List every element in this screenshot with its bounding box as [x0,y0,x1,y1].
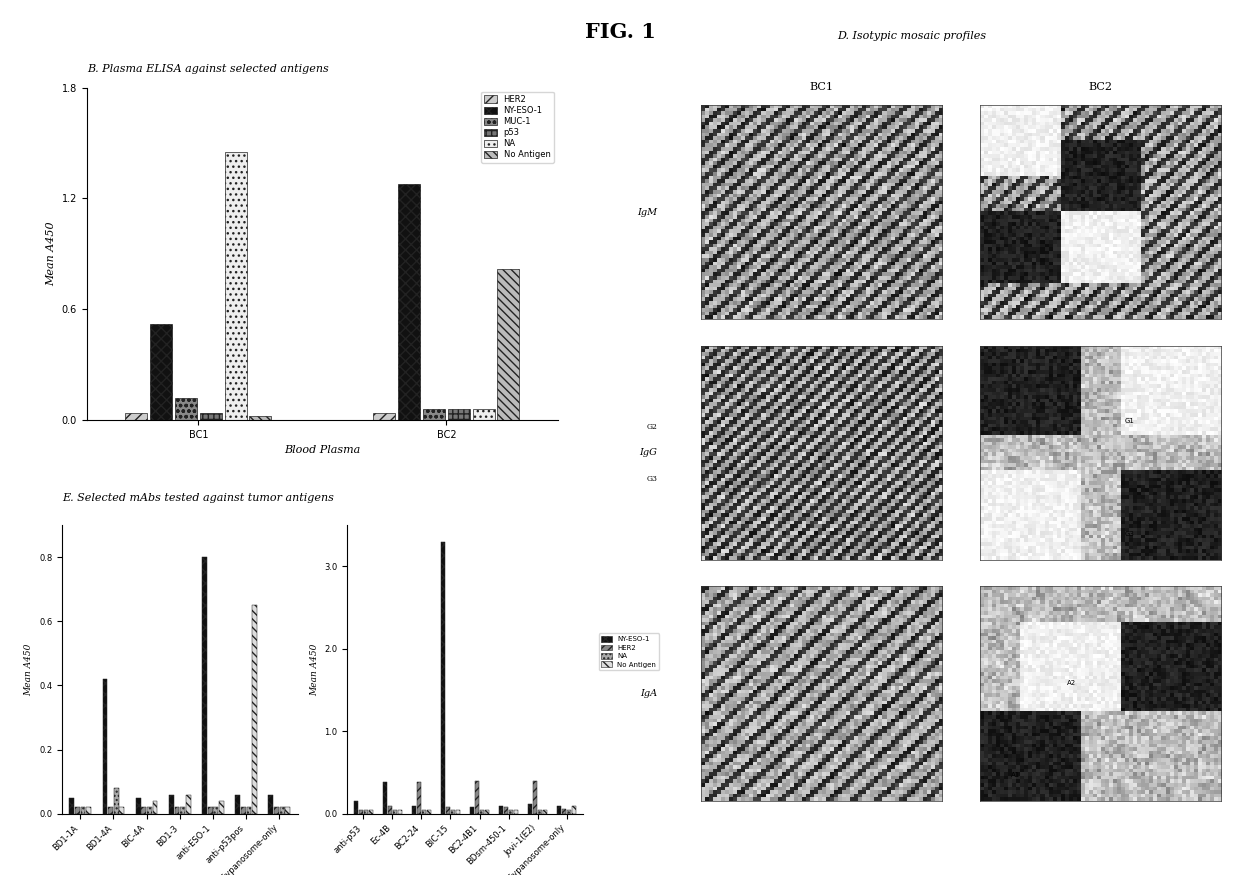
Bar [224,152,247,420]
Text: G2: G2 [646,423,657,430]
Bar [247,808,252,814]
Bar [108,808,113,814]
Text: A1: A1 [1012,772,1021,778]
Bar [448,409,470,420]
Bar [175,398,197,420]
Bar [497,269,520,420]
Bar [533,780,537,814]
Bar [472,409,495,420]
Bar [456,810,460,814]
Text: IgA: IgA [640,689,657,698]
Text: D. Isotypic mosaic profiles: D. Isotypic mosaic profiles [837,31,986,40]
Bar [141,808,146,814]
Bar [119,808,124,814]
Y-axis label: Mean A450: Mean A450 [46,221,56,286]
Bar [135,798,140,814]
Bar [451,810,455,814]
Bar [503,807,508,814]
Bar [280,808,284,814]
Bar [398,184,420,420]
Bar [285,808,290,814]
Text: G3: G3 [1125,531,1135,537]
Bar [186,794,191,814]
Bar [557,806,562,814]
Bar [388,806,392,814]
Bar [572,806,577,814]
Bar [87,808,91,814]
Bar [180,808,185,814]
Bar [103,679,108,814]
Bar [252,606,257,814]
Bar [249,416,272,420]
Bar [125,413,148,420]
Text: B. Plasma ELISA against selected antigens: B. Plasma ELISA against selected antigen… [87,65,329,74]
Bar [475,780,479,814]
Bar [567,810,572,814]
Bar [513,810,518,814]
Text: BC2: BC2 [1089,82,1112,92]
Bar [422,810,427,814]
Y-axis label: Mean A450: Mean A450 [25,643,33,696]
Bar [398,810,402,814]
Bar [373,413,396,420]
Bar [446,807,450,814]
Bar [417,782,422,814]
Bar [368,810,373,814]
Bar [274,808,279,814]
Bar [393,810,397,814]
Legend: NY-ESO-1, HER2, NA, No Antigen: NY-ESO-1, HER2, NA, No Antigen [599,634,660,670]
Bar [208,808,212,814]
Bar [412,806,417,814]
Bar [200,413,222,420]
Bar [538,810,542,814]
Bar [241,808,246,814]
Bar [148,808,151,814]
Bar [236,794,241,814]
Text: G1: G1 [1125,417,1135,424]
Bar [485,810,489,814]
Bar [76,808,79,814]
Bar [480,810,484,814]
Bar [69,798,74,814]
Text: A2: A2 [1066,680,1076,686]
X-axis label: Blood Plasma: Blood Plasma [284,445,361,455]
Legend: HER2, NY-ESO-1, MUC-1, p53, NA, No Antigen: HER2, NY-ESO-1, MUC-1, p53, NA, No Antig… [481,92,554,163]
Bar [423,409,445,420]
Bar [353,802,358,814]
Bar [81,808,86,814]
Bar [383,782,387,814]
Bar [427,810,430,814]
Bar [219,801,224,814]
Text: G3: G3 [646,475,657,483]
Bar [150,324,172,420]
Bar [508,810,513,814]
Text: IgG: IgG [640,448,657,458]
Bar [153,801,157,814]
Bar [358,810,363,814]
Bar [169,794,174,814]
Bar [470,807,474,814]
Bar [202,557,207,814]
Bar [114,788,119,814]
Bar [269,794,273,814]
Text: E. Selected mAbs tested against tumor antigens: E. Selected mAbs tested against tumor an… [62,493,334,503]
Y-axis label: Mean A450: Mean A450 [310,643,319,696]
Bar [562,808,567,814]
Bar [528,804,532,814]
Bar [543,810,547,814]
Text: IgM: IgM [637,207,657,217]
Bar [175,808,180,814]
Bar [500,806,503,814]
Bar [213,808,218,814]
Bar [441,542,445,814]
Bar [363,810,368,814]
Text: FIG. 1: FIG. 1 [584,22,656,42]
Text: BC1: BC1 [810,82,833,92]
